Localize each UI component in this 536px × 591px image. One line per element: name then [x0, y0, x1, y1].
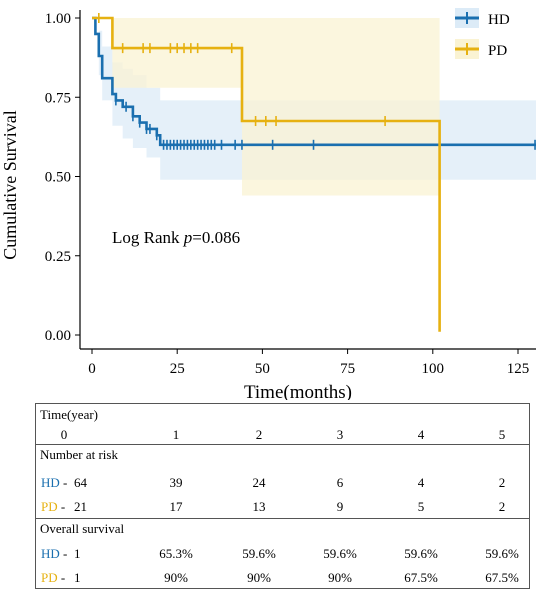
axes: 0 25 50 75 100 125 0.00 0.25 0.50 0.75 1.00: [45, 10, 536, 377]
table-divider: [36, 444, 529, 445]
group-name: PD: [41, 499, 58, 514]
km-chart: 0 25 50 75 100 125 0.00 0.25 0.50 0.75 1.00 Cumula…: [0, 8, 536, 400]
log-rank-annotation: Log Rank p=0.086: [112, 228, 240, 247]
confidence-bands: [92, 18, 536, 196]
curve-pd: [92, 16, 441, 332]
legend-hd-label: HD: [488, 12, 510, 28]
survival-cell: 59.6%: [485, 546, 519, 561]
survival-curves: [92, 13, 536, 332]
y-axis-title: Cumulative Survival: [0, 110, 20, 259]
y-tick-label: 0.00: [45, 328, 71, 344]
group-name: HD: [41, 546, 60, 561]
ci-band-pd: [92, 18, 440, 196]
risk-cell: 64: [74, 475, 87, 490]
risk-cell: 17: [169, 499, 183, 514]
curve-hd: [92, 16, 536, 147]
survival-cell: 65.3%: [159, 546, 193, 561]
risk-cell: 4: [417, 475, 425, 490]
survival-cell: 90%: [328, 570, 352, 585]
year-cell: 2: [255, 427, 263, 442]
survival-group-label: PD -: [41, 570, 65, 586]
risk-group-label: PD -: [41, 499, 65, 515]
legend: HD PD: [455, 8, 510, 59]
risk-cell: 24: [252, 475, 266, 490]
group-dash: -: [57, 570, 66, 585]
group-dash: -: [59, 475, 68, 490]
survival-group-label: HD -: [41, 546, 67, 562]
risk-cell: 13: [252, 499, 266, 514]
y-tick-label: 0.75: [45, 90, 71, 106]
survival-cell: 59.6%: [323, 546, 357, 561]
risk-cell: 2: [498, 499, 506, 514]
risk-header: Number at risk: [40, 447, 118, 462]
time-header: Time(year): [40, 407, 99, 422]
group-dash: -: [59, 546, 68, 561]
group-dash: -: [57, 499, 66, 514]
group-name: PD: [41, 570, 58, 585]
survival-cell: 90%: [164, 570, 188, 585]
year-cell: 4: [417, 427, 425, 442]
year-cell: 3: [336, 427, 344, 442]
y-tick-label: 1.00: [45, 11, 71, 27]
risk-cell: 9: [336, 499, 344, 514]
x-tick-label: 75: [340, 361, 355, 377]
survival-header: Overall survival: [40, 521, 125, 536]
risk-group-label: HD -: [41, 475, 67, 491]
x-tick-label: 25: [170, 361, 185, 377]
survival-cell: 1: [74, 570, 81, 585]
risk-cell: 6: [336, 475, 344, 490]
year-cell: 0: [60, 427, 68, 442]
x-tick-label: 50: [255, 361, 270, 377]
risk-cell: 21: [74, 499, 87, 514]
x-tick-label: 125: [507, 361, 530, 377]
risk-cell: 2: [498, 475, 506, 490]
x-tick-label: 0: [88, 361, 96, 377]
survival-cell: 67.5%: [485, 570, 519, 585]
survival-cell: 59.6%: [242, 546, 276, 561]
survival-cell: 1: [74, 546, 81, 561]
risk-cell: 5: [417, 499, 425, 514]
x-axis-title: Time(months): [244, 382, 352, 400]
x-tick-label: 100: [422, 361, 445, 377]
y-tick-label: 0.50: [45, 170, 71, 186]
y-tick-label: 0.25: [45, 249, 71, 265]
risk-cell: 39: [169, 475, 183, 490]
survival-cell: 67.5%: [404, 570, 438, 585]
table-divider: [36, 518, 529, 519]
survival-cell: 90%: [247, 570, 271, 585]
year-cell: 1: [172, 427, 180, 442]
legend-pd-label: PD: [488, 43, 507, 59]
survival-cell: 59.6%: [404, 546, 438, 561]
year-cell: 5: [498, 427, 506, 442]
group-name: HD: [41, 475, 60, 490]
